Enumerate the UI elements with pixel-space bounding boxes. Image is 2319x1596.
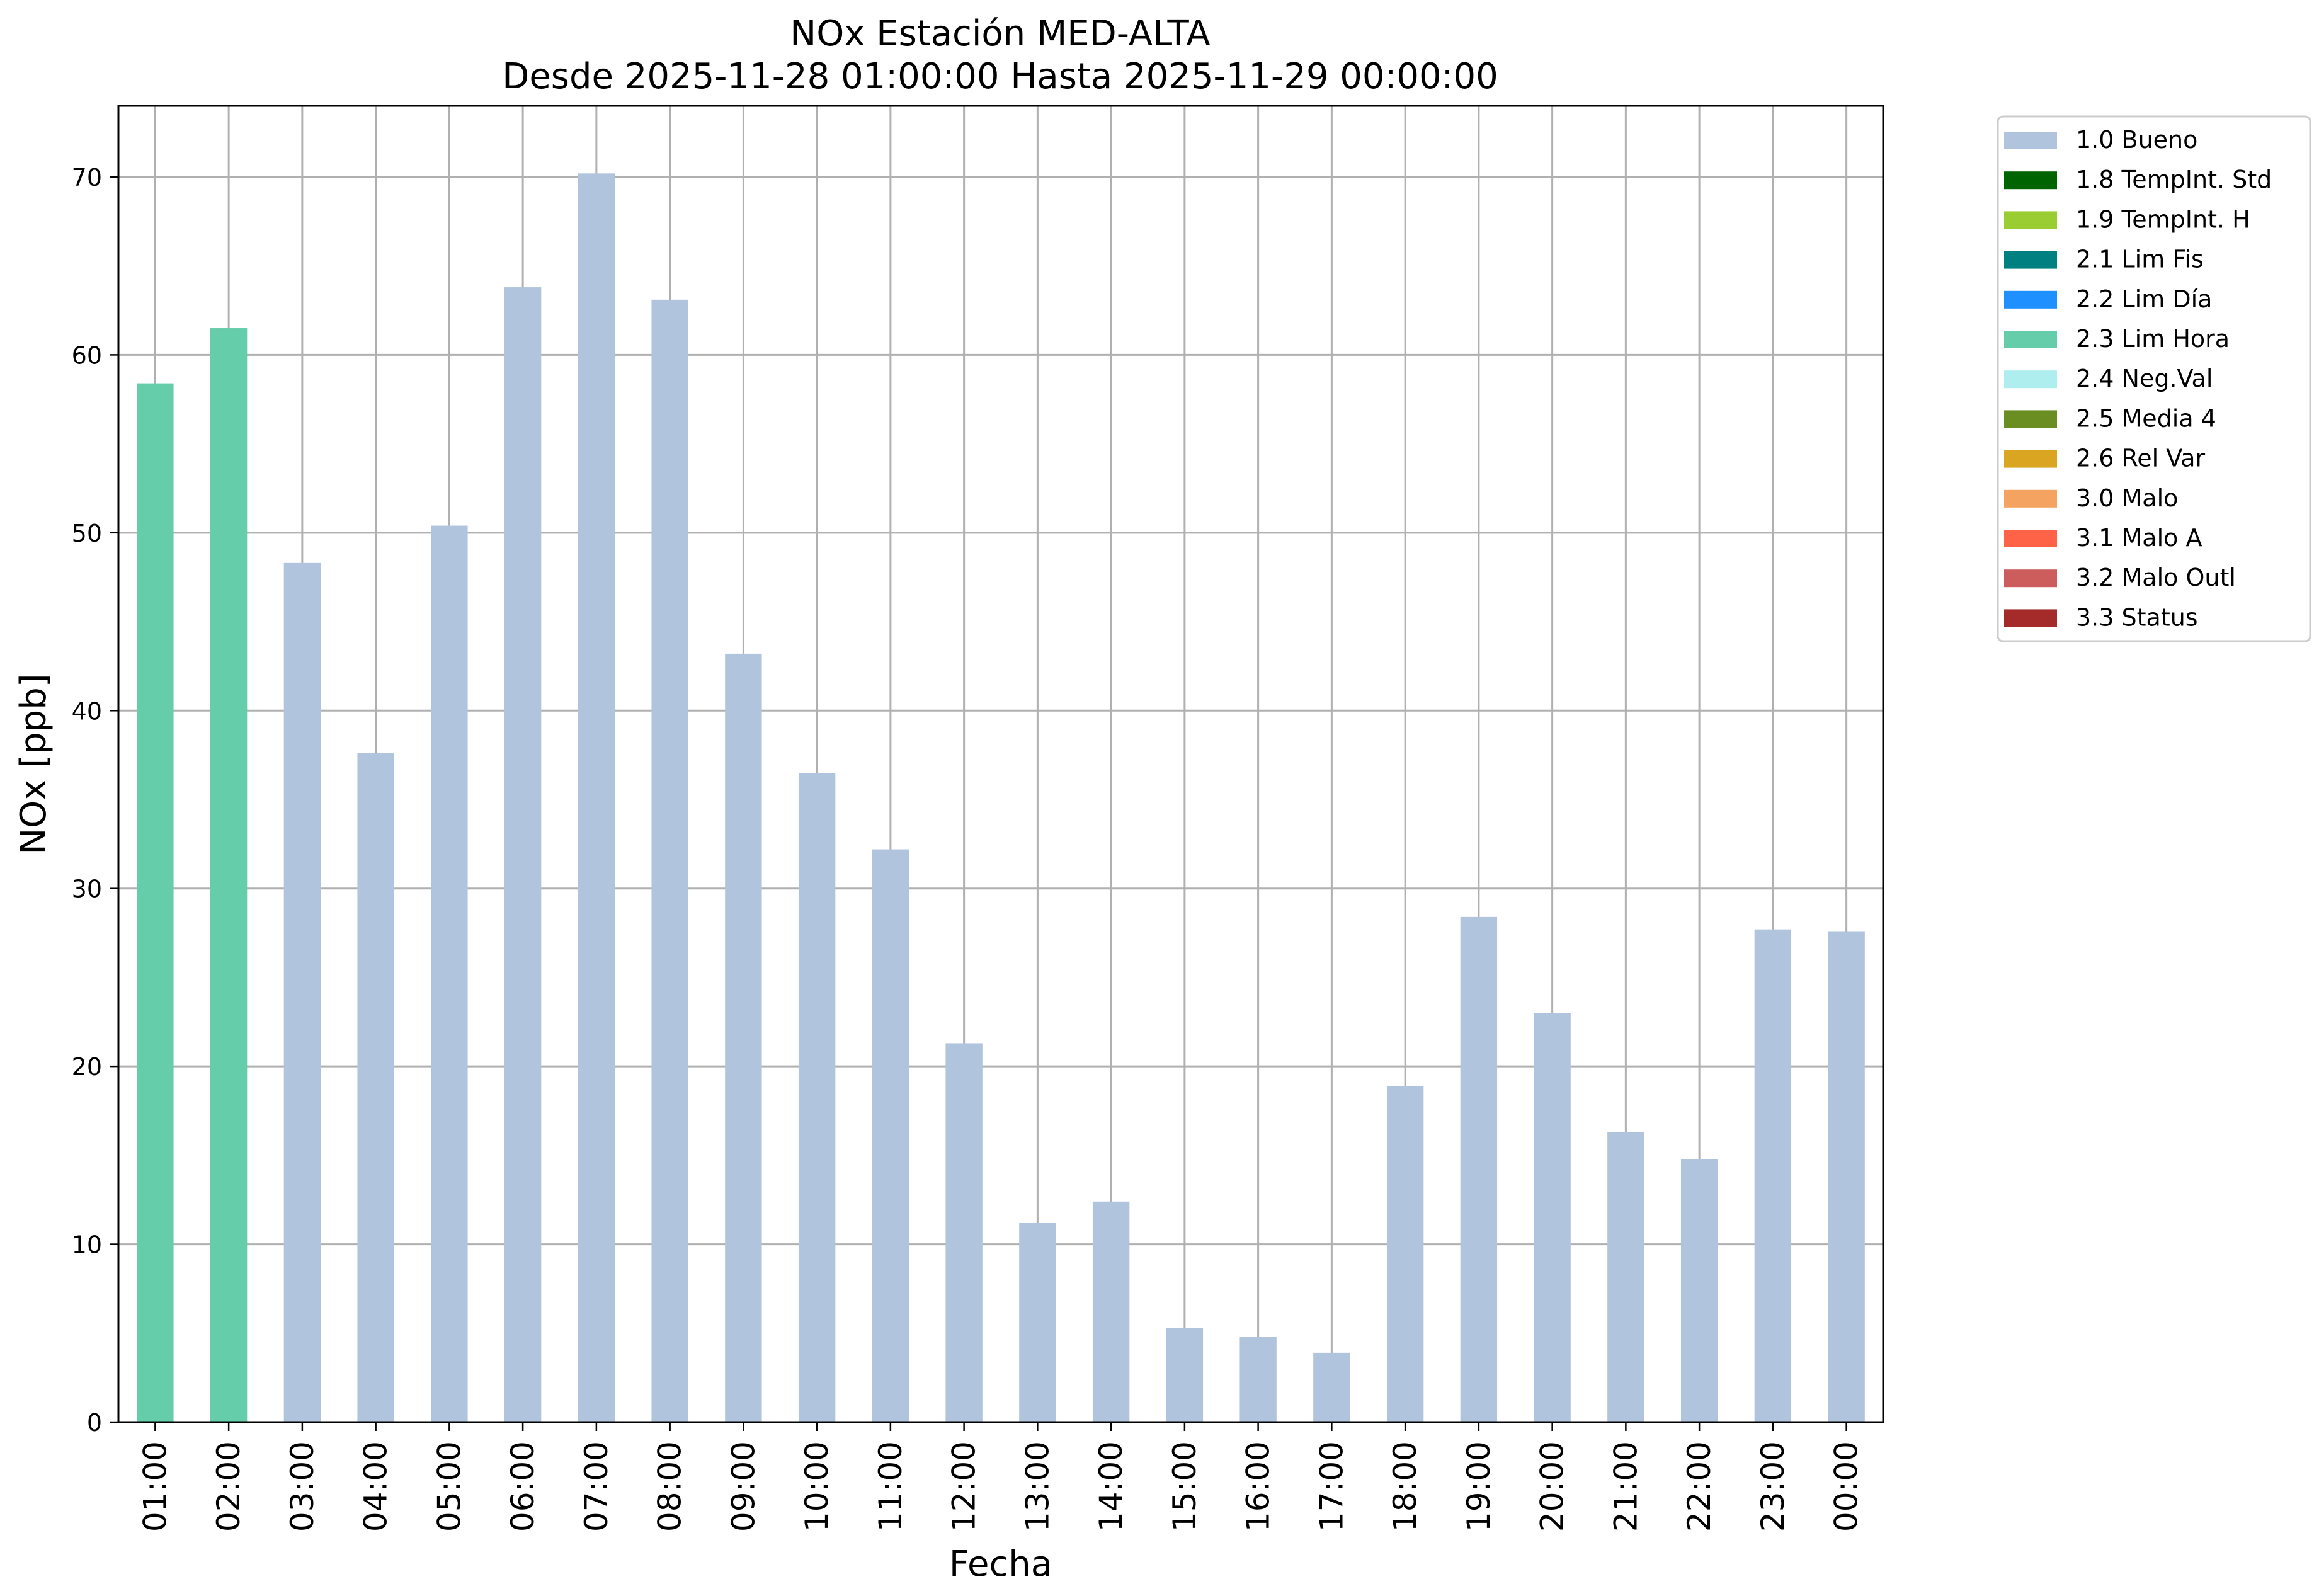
legend-label: 3.1 Malo A	[2076, 524, 2202, 552]
x-tick-label: 14:00	[1093, 1441, 1129, 1532]
bar-series	[137, 173, 1865, 1423]
legend-label: 1.9 TempInt. H	[2076, 205, 2250, 233]
bar-2000	[1534, 1013, 1571, 1422]
legend-swatch	[2004, 132, 2057, 149]
y-tick-label: 20	[72, 1053, 102, 1081]
y-axis-ticks: 0 10 20 30 40 50 60 70	[72, 164, 118, 1437]
bar-0000	[1828, 931, 1865, 1422]
legend-label: 2.2 Lim Día	[2076, 285, 2212, 313]
bar-0800	[651, 299, 688, 1423]
y-tick-label: 40	[72, 697, 102, 725]
x-tick-label: 13:00	[1019, 1441, 1056, 1532]
legend-swatch	[2004, 410, 2057, 428]
bar-1000	[798, 773, 836, 1422]
x-tick-label: 20:00	[1534, 1441, 1571, 1532]
bar-0700	[578, 173, 615, 1422]
x-tick-label: 18:00	[1387, 1441, 1423, 1532]
x-tick-label: 19:00	[1461, 1441, 1497, 1532]
x-tick-label: 03:00	[284, 1441, 321, 1532]
legend-label: 3.0 Malo	[2076, 484, 2178, 512]
x-tick-label: 21:00	[1607, 1441, 1644, 1532]
plot-frame	[117, 105, 1884, 1423]
legend-label: 1.8 TempInt. Std	[2076, 166, 2272, 193]
y-tick-label: 0	[87, 1409, 102, 1437]
legend-items: 1.0 Bueno 1.8 TempInt. Std 1.9 TempInt. H 2…	[2004, 126, 2272, 631]
x-tick-label: 04:00	[358, 1441, 394, 1532]
x-tick-label: 01:00	[137, 1441, 173, 1532]
x-tick-label: 22:00	[1681, 1441, 1718, 1532]
bar-1800	[1386, 1086, 1424, 1422]
x-tick-label: 10:00	[799, 1441, 835, 1532]
x-tick-label: 05:00	[431, 1441, 467, 1532]
bar-2300	[1754, 929, 1792, 1422]
legend-swatch	[2004, 530, 2057, 547]
legend-swatch	[2004, 290, 2057, 309]
y-tick-label: 10	[72, 1231, 102, 1259]
y-gridlines	[118, 176, 1883, 1423]
bar-1500	[1166, 1328, 1204, 1422]
x-tick-label: 17:00	[1313, 1441, 1350, 1532]
legend-label: 2.4 Neg.Val	[2076, 365, 2213, 392]
bar-2100	[1607, 1132, 1644, 1422]
x-tick-label: 07:00	[578, 1441, 615, 1532]
x-tick-label: 00:00	[1828, 1441, 1865, 1532]
legend-label: 3.2 Malo Outl	[2076, 564, 2236, 591]
legend-label: 3.3 Status	[2076, 603, 2198, 631]
chart-subtitle: Desde 2025-11-28 01:00:00 Hasta 2025-11-…	[502, 56, 1498, 97]
bar-1600	[1239, 1337, 1277, 1422]
bar-0400	[357, 753, 394, 1422]
y-tick-label: 30	[72, 875, 102, 903]
bar-0900	[725, 653, 762, 1422]
bar-1300	[1019, 1223, 1056, 1422]
bar-0500	[431, 525, 468, 1422]
legend-swatch	[2004, 171, 2057, 190]
legend-label: 1.0 Bueno	[2076, 126, 2197, 154]
x-tick-label: 08:00	[652, 1441, 688, 1532]
x-tick-label: 23:00	[1755, 1441, 1791, 1532]
bar-1900	[1460, 916, 1498, 1422]
legend-swatch	[2004, 569, 2057, 588]
legend-frame	[1997, 115, 2311, 642]
y-tick-label: 50	[72, 520, 102, 547]
x-tick-label: 11:00	[872, 1441, 909, 1532]
bar-2200	[1680, 1159, 1718, 1422]
chart-title: NOx Estación MED-ALTA	[790, 13, 1210, 54]
legend-label: 2.5 Media 4	[2076, 404, 2216, 432]
bar-1100	[872, 849, 909, 1422]
y-tick-label: 60	[72, 341, 102, 369]
x-tick-label: 02:00	[210, 1441, 247, 1532]
legend-swatch	[2004, 251, 2057, 269]
legend-label: 2.1 Lim Fis	[2076, 246, 2204, 273]
legend-swatch	[2004, 489, 2057, 508]
bar-1200	[945, 1043, 983, 1422]
x-axis-label: Fecha	[949, 1544, 1052, 1585]
bar-0600	[504, 287, 542, 1423]
legend-label: 2.6 Rel Var	[2076, 445, 2206, 472]
legend-swatch	[2004, 331, 2057, 348]
bar-0200	[210, 328, 248, 1422]
legend-swatch	[2004, 370, 2057, 389]
bar-1400	[1092, 1201, 1130, 1422]
legend-swatch	[2004, 450, 2057, 468]
x-tick-label: 09:00	[725, 1441, 761, 1532]
bar-0300	[283, 562, 321, 1423]
bar-1700	[1313, 1352, 1350, 1422]
x-tick-label: 06:00	[504, 1441, 541, 1532]
x-tick-label: 15:00	[1166, 1441, 1203, 1532]
legend-swatch	[2004, 609, 2057, 627]
x-tick-label: 16:00	[1240, 1441, 1277, 1532]
bar-0100	[137, 383, 174, 1422]
y-axis-label: NOx [ppb]	[13, 673, 54, 854]
legend-label: 2.3 Lim Hora	[2076, 325, 2230, 353]
y-tick-label: 70	[72, 164, 102, 191]
legend-swatch	[2004, 211, 2057, 229]
x-tick-label: 12:00	[946, 1441, 983, 1532]
legend: 1.0 Bueno 1.8 TempInt. Std 1.9 TempInt. H 2…	[1997, 115, 2311, 642]
x-axis-ticks: 01:00 02:00 03:00 04:00 05:00 06:00 07:00 08:00…	[137, 1422, 1865, 1532]
